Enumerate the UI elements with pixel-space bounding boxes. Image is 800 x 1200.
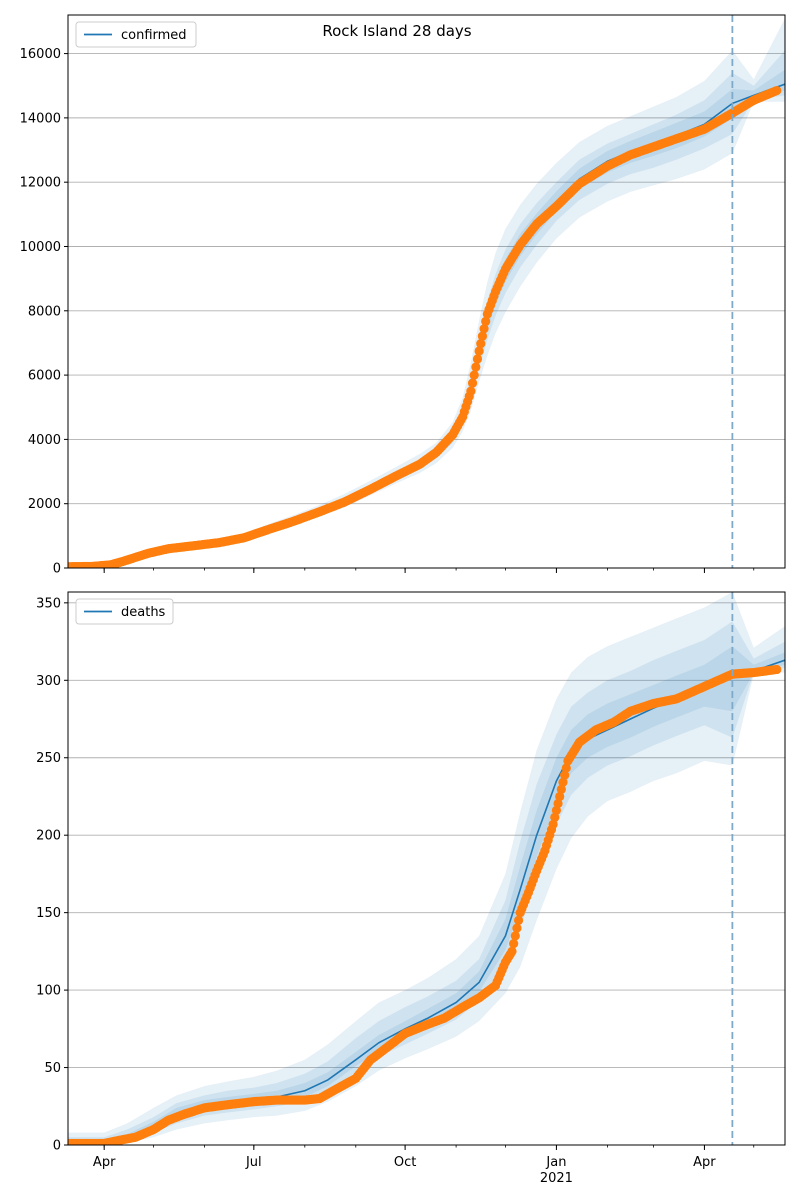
observed-point — [479, 324, 489, 334]
observed-point — [467, 378, 478, 388]
legend-box — [75, 21, 197, 48]
uncertainty-band — [68, 646, 785, 1145]
observed-point — [551, 805, 562, 816]
observed-point — [548, 819, 558, 829]
observed-point — [509, 939, 519, 949]
y-tick-label: 16000 — [20, 47, 61, 62]
observed-point — [476, 338, 486, 349]
y-tick-label: 14000 — [20, 111, 61, 126]
observed-point — [772, 85, 782, 96]
observed-point — [477, 331, 488, 341]
y-tick-label: 2000 — [28, 497, 61, 512]
legend-label: confirmed — [121, 28, 187, 43]
y-tick-label: 0 — [53, 562, 61, 577]
observed-point — [553, 798, 563, 809]
observed-point — [510, 931, 520, 941]
figure-title: Rock Island 28 days — [322, 22, 471, 40]
y-tick-label: 0 — [53, 1139, 61, 1154]
observed-point — [512, 923, 522, 933]
x-tick-label: Apr — [93, 1155, 116, 1170]
y-tick-label: 100 — [36, 984, 61, 999]
observed-point — [550, 812, 560, 822]
observed-point — [556, 784, 566, 794]
observed-point — [772, 664, 782, 675]
axes-frame — [67, 14, 786, 569]
observed-point — [474, 346, 484, 356]
plot-area — [68, 592, 785, 1145]
y-tick-label: 150 — [36, 906, 61, 921]
y-tick-label: 10000 — [20, 240, 61, 255]
x-tick-label: Jan — [545, 1155, 566, 1170]
observed-point — [466, 386, 476, 396]
observed-point — [513, 915, 524, 925]
y-tick-label: 6000 — [28, 369, 61, 384]
uncertainty-band — [68, 18, 785, 568]
confirmed-panel: 0 2000 4000 6000 8000 10000 12000 14000 16000 con… — [20, 14, 786, 577]
legend-box — [75, 598, 174, 625]
plot-area — [68, 18, 785, 568]
y-tick-label: 350 — [36, 596, 61, 611]
observed-point — [481, 316, 491, 327]
legend-label: deaths — [121, 605, 166, 620]
observed-point — [555, 791, 565, 802]
y-tick-label: 50 — [44, 1061, 61, 1076]
x-tick-label: Apr — [693, 1155, 716, 1170]
observed-point — [560, 770, 570, 780]
axes-frame — [67, 591, 786, 1146]
x-tick-sublabel: 2021 — [540, 1171, 573, 1186]
y-tick-label: 4000 — [28, 433, 61, 448]
uncertainty-band — [68, 50, 785, 568]
x-tick-label: Jul — [245, 1155, 262, 1170]
observed-point — [472, 354, 483, 364]
observed-point — [469, 370, 479, 380]
observed-point — [471, 362, 481, 372]
y-tick-label: 8000 — [28, 304, 61, 319]
x-tick-label: Oct — [394, 1155, 416, 1170]
observed-point — [561, 763, 571, 773]
observed-point — [558, 777, 568, 787]
observed-point — [507, 946, 517, 956]
y-tick-label: 12000 — [20, 176, 61, 191]
y-tick-label: 300 — [36, 674, 61, 689]
y-tick-label: 250 — [36, 751, 61, 766]
uncertainty-band — [68, 621, 785, 1145]
y-tick-label: 200 — [36, 829, 61, 844]
